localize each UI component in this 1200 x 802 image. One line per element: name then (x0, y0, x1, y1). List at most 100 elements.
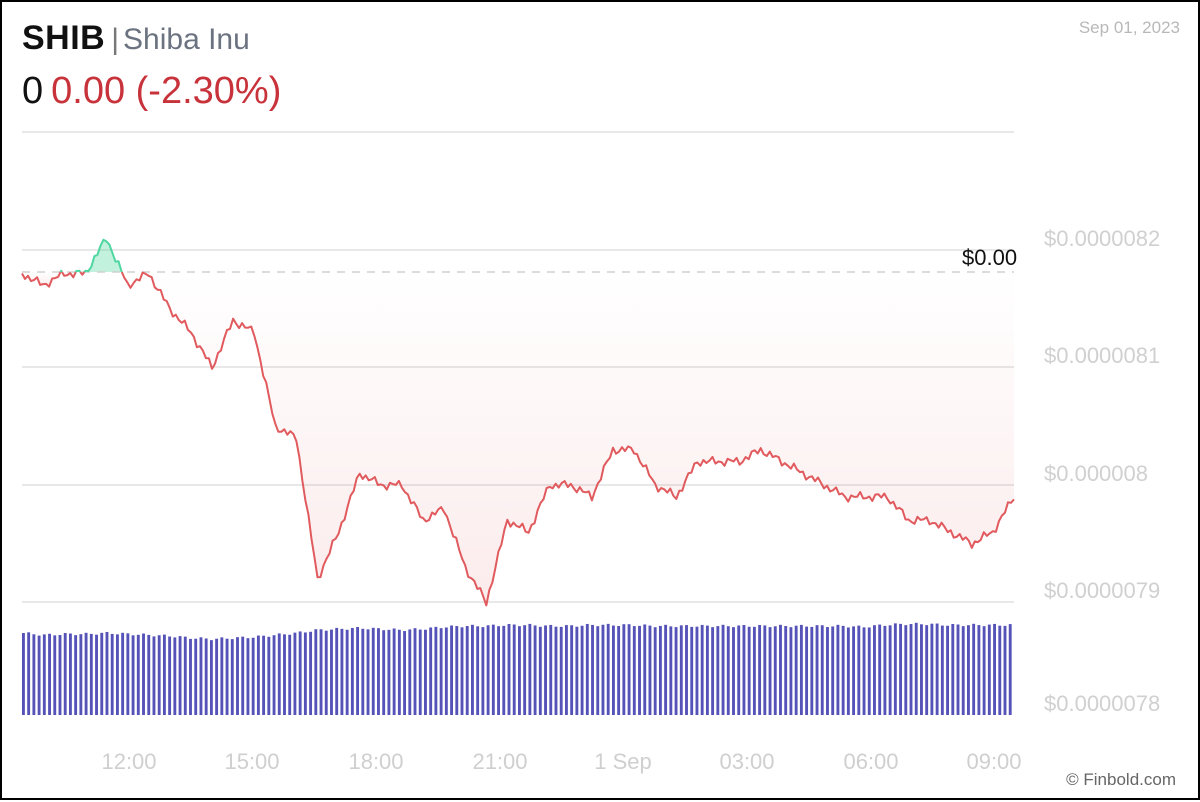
volume-bar (758, 625, 762, 715)
price-line-down (61, 271, 77, 279)
volume-bar (335, 627, 339, 715)
volume-bar (820, 625, 824, 715)
volume-bar (27, 632, 31, 715)
volume-bar (455, 626, 459, 715)
volume-bar (512, 624, 516, 715)
volume-bar (909, 624, 913, 715)
volume-bar (22, 633, 25, 715)
volume-bar (893, 623, 897, 715)
volume-bar (115, 634, 119, 715)
x-tick-label: 03:00 (719, 749, 774, 774)
volume-bar (998, 625, 1002, 715)
volume-bar (37, 635, 41, 715)
volume-bar (371, 627, 375, 715)
volume-bar (690, 626, 694, 715)
volume-bar (721, 624, 725, 715)
price-line-up (83, 238, 123, 273)
volume-bar (967, 625, 970, 715)
volume-bar (518, 626, 521, 715)
finbold-credit[interactable]: © Finbold.com (1066, 770, 1176, 789)
volume-bar (763, 625, 767, 715)
volume-bar (48, 633, 51, 715)
volume-bar (272, 635, 276, 715)
y-tick-label: $0.0000079 (1044, 578, 1160, 603)
volume-bar (42, 634, 46, 715)
volume-bar (904, 625, 908, 715)
volume-bar (309, 631, 313, 715)
volume-bar (476, 626, 480, 715)
volume-bar (920, 624, 923, 715)
volume-bar (601, 624, 605, 715)
x-tick-label: 18:00 (348, 749, 403, 774)
volume-bar (502, 625, 506, 715)
volume-bar (225, 638, 229, 715)
volume-bar (79, 634, 83, 715)
volume-bar (74, 635, 78, 715)
volume-bar (643, 624, 647, 715)
volume-bar (215, 638, 219, 715)
volume-bar (382, 630, 386, 715)
volume-bar (256, 635, 260, 715)
volume-bar (826, 627, 829, 715)
volume-bar (538, 626, 542, 715)
volume-bar (434, 626, 438, 715)
volume-bar (930, 623, 934, 715)
volume-bar (987, 624, 991, 715)
volume-bar (705, 625, 709, 715)
volume-bar (591, 624, 594, 715)
volume-bar (68, 633, 72, 715)
volume-bar (340, 628, 344, 715)
price-change: 0.00 (-2.30%) (51, 70, 282, 112)
volume-bar (324, 630, 328, 715)
volume-bar (162, 634, 166, 715)
volume-bar (799, 624, 803, 715)
gain-area (84, 239, 122, 272)
volume-bar (972, 623, 976, 715)
volume-bar (471, 624, 474, 715)
volume-bar (679, 625, 683, 715)
volume-bar (262, 635, 266, 715)
volume-bar (403, 631, 407, 715)
price-line-down (79, 271, 86, 276)
volume-bar (413, 628, 417, 715)
chart-date: Sep 01, 2023 (1078, 18, 1180, 37)
volume-bar (883, 625, 887, 715)
volume-bar (439, 628, 443, 715)
volume-bar (523, 625, 527, 715)
volume-bar (564, 625, 568, 715)
volume-bar (685, 625, 688, 715)
volume-bar (330, 629, 333, 715)
volume-bar (194, 638, 198, 715)
price-line-down (21, 271, 62, 288)
volume-bar (408, 629, 412, 715)
volume-bar (236, 637, 239, 715)
volume-bar (544, 625, 547, 715)
volume-bar (366, 629, 370, 715)
volume-bar (580, 625, 584, 715)
x-tick-label: 09:00 (966, 749, 1021, 774)
volume-bar (951, 623, 955, 715)
volume-bar (387, 629, 391, 715)
volume-bar (397, 629, 401, 715)
ticker-symbol: SHIB (22, 19, 106, 57)
volume-bar (298, 631, 302, 715)
volume-bar (168, 636, 172, 715)
volume-bar (32, 634, 36, 715)
price-line-down (120, 271, 1015, 607)
volume-bar (429, 627, 433, 715)
volume-bar (669, 626, 673, 715)
volume-bar (356, 626, 360, 715)
volume-bar (121, 632, 125, 715)
volume-bar (110, 633, 114, 715)
y-tick-label: $0.000008 (1044, 461, 1148, 486)
volume-bar (867, 627, 871, 715)
volume-bar (805, 626, 809, 715)
volume-bar (465, 626, 469, 715)
volume-bar (899, 623, 903, 715)
volume-bar (862, 627, 866, 715)
volume-bar (157, 635, 161, 715)
volume-bar (53, 635, 57, 715)
volume-bar (460, 627, 464, 715)
volume-bar (946, 625, 949, 715)
